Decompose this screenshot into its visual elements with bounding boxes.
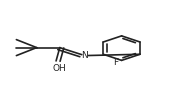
Text: F: F [113,58,118,67]
Text: OH: OH [53,64,67,73]
Text: N: N [81,51,88,60]
